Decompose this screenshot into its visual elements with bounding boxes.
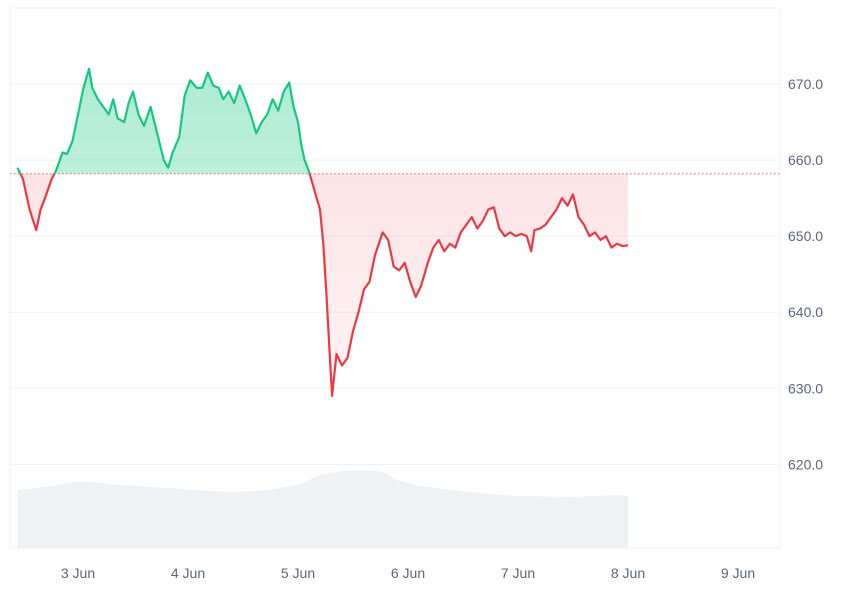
grid-lines — [9, 7, 781, 549]
x-tick-label: 9 Jun — [721, 565, 755, 581]
y-tick-label: 620.0 — [788, 456, 823, 472]
y-axis-ticks: 620.0 630.0 640.0 650.0 660.0 670.0 — [788, 76, 823, 472]
x-tick-label: 4 Jun — [171, 565, 205, 581]
x-tick-label: 8 Jun — [611, 565, 645, 581]
x-axis-ticks: 3 Jun 4 Jun 5 Jun 6 Jun 7 Jun 8 Jun 9 Jun — [61, 565, 755, 581]
y-tick-label: 660.0 — [788, 152, 823, 168]
y-tick-label: 640.0 — [788, 304, 823, 320]
x-tick-label: 7 Jun — [501, 565, 535, 581]
price-fill-below — [17, 173, 628, 396]
y-tick-label: 630.0 — [788, 380, 823, 396]
price-line — [16, 67, 629, 397]
plot-frame — [9, 7, 781, 549]
x-tick-label: 5 Jun — [281, 565, 315, 581]
price-fill-above — [17, 68, 310, 174]
volume-area-shape — [17, 470, 628, 548]
volume-area — [17, 470, 628, 548]
x-tick-label: 3 Jun — [61, 565, 95, 581]
price-fill — [17, 68, 628, 396]
y-tick-label: 670.0 — [788, 76, 823, 92]
price-line-down — [19, 173, 629, 397]
price-line-up — [16, 67, 311, 174]
x-tick-label: 6 Jun — [391, 565, 425, 581]
y-tick-label: 650.0 — [788, 228, 823, 244]
